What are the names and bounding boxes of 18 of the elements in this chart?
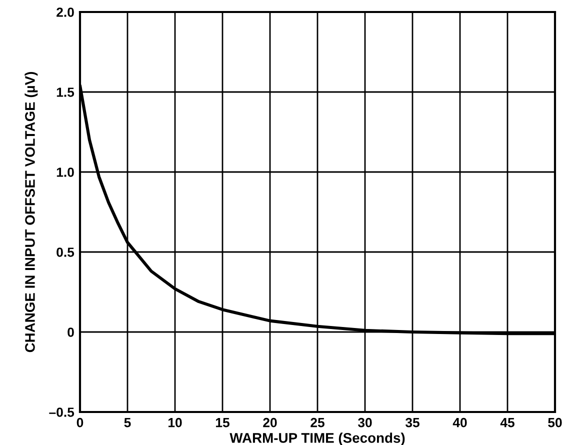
y-tick-label: 0 <box>68 328 74 337</box>
y-axis-title: CHANGE IN INPUT OFFSET VOLTAGE (µV) <box>24 72 38 352</box>
x-tick-label: 30 <box>358 418 372 428</box>
x-tick-label: 5 <box>124 418 131 428</box>
y-tick-label: –0.5 <box>49 408 74 417</box>
x-tick-label: 25 <box>310 418 324 428</box>
x-tick-label: 0 <box>76 418 84 428</box>
y-tick-label: 1.0 <box>56 168 74 177</box>
x-tick-label: 50 <box>548 418 562 428</box>
x-tick-label: 45 <box>500 418 514 428</box>
x-tick-label: 35 <box>405 418 420 428</box>
y-tick-label: 2.0 <box>56 8 74 17</box>
y-tick-label: 1.5 <box>56 88 74 97</box>
x-tick-label: 10 <box>168 418 182 428</box>
x-tick-label: 20 <box>263 418 277 428</box>
y-tick-label: 0.5 <box>56 248 74 257</box>
x-tick-label: 40 <box>452 418 467 428</box>
x-tick-label: 15 <box>216 418 230 428</box>
